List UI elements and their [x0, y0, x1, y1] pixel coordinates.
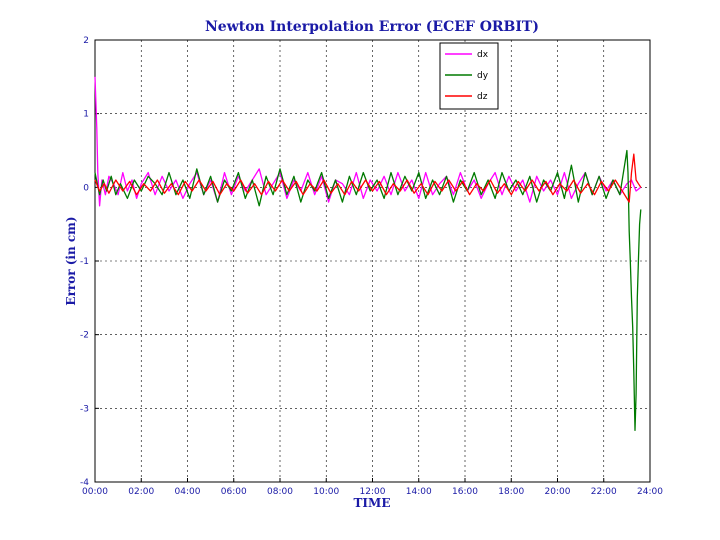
x-axis-label: TIME	[354, 496, 391, 510]
x-tick-label: 02:00	[128, 487, 154, 497]
legend-label-dy: dy	[477, 71, 489, 81]
legend-label-dx: dx	[477, 50, 489, 60]
grid	[95, 40, 650, 482]
x-tick-label: 04:00	[175, 487, 201, 497]
x-tick-label: 06:00	[221, 487, 247, 497]
series-line-dy	[94, 149, 642, 432]
series-line-dz	[94, 153, 642, 203]
x-tick-label: 00:00	[82, 487, 108, 497]
y-tick-label: -3	[80, 404, 89, 414]
x-tick-label: 18:00	[498, 487, 524, 497]
x-tick-label: 12:00	[360, 487, 386, 497]
y-tick-label: 1	[83, 110, 89, 120]
x-tick-label: 10:00	[313, 487, 339, 497]
y-tick-label: -1	[80, 257, 89, 267]
y-tick-label: 2	[83, 36, 89, 46]
legend: dx dy dz	[439, 42, 499, 110]
series-line-dx	[94, 76, 642, 207]
y-tick-label: 0	[83, 183, 89, 193]
x-tick-label: 24:00	[637, 487, 663, 497]
y-axis-label: Error (in cm)	[64, 216, 78, 305]
legend-label-dz: dz	[477, 92, 488, 102]
x-tick-label: 16:00	[452, 487, 478, 497]
legend-box	[439, 42, 499, 110]
chart-title: Newton Interpolation Error (ECEF ORBIT)	[205, 19, 539, 35]
x-tick-label: 14:00	[406, 487, 432, 497]
x-tick-label: 20:00	[545, 487, 571, 497]
x-tick-label: 08:00	[267, 487, 293, 497]
y-tick-label: -2	[80, 331, 89, 341]
series-lines	[94, 76, 642, 432]
y-tick-label: -4	[80, 478, 89, 488]
x-tick-label: 22:00	[591, 487, 617, 497]
x-ticks: 00:00 02:00 04:00 06:00 08:00 10:00 12:00 14:00…	[82, 478, 663, 497]
